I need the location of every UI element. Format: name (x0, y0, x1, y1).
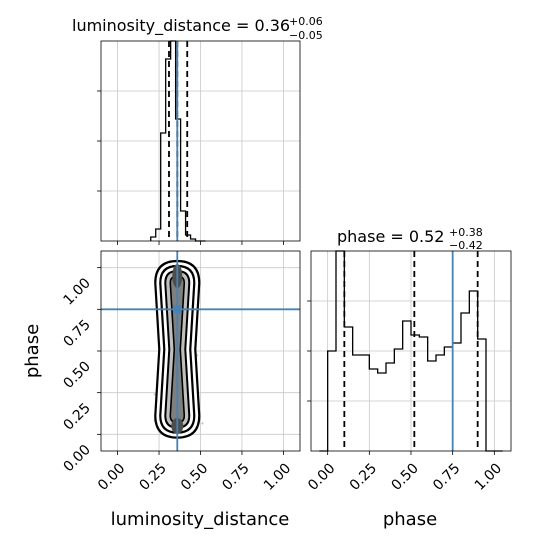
x-tick-label: 0.00 (305, 461, 338, 494)
x-tick-label: 0.25 (137, 461, 170, 494)
phase-title-plus: +0.38 (449, 226, 483, 239)
scatter-point (201, 422, 204, 425)
luminosity-distance-title-minus: −0.05 (289, 29, 323, 42)
joint-density-panel (97, 250, 301, 455)
x-tick-labels-phase: 0.00 0.25 0.50 0.75 1.00 (305, 461, 505, 494)
x-tick-label: 0.25 (347, 461, 380, 494)
x-tick-labels-luminosity-distance: 0.00 0.25 0.50 0.75 1.00 (95, 461, 294, 494)
y-tick-label: 0.50 (60, 359, 93, 392)
x-tick-label: 0.75 (430, 461, 463, 494)
histogram-step (319, 250, 503, 452)
luminosity-distance-title: luminosity_distance = 0.36 (72, 16, 290, 36)
phase-title: phase = 0.52 (337, 227, 444, 246)
y-tick-label: 0.75 (60, 317, 93, 350)
x-tick-label: 0.75 (219, 461, 252, 494)
y-tick-label: 0.00 (60, 442, 93, 475)
y-tick-label: 1.00 (60, 275, 93, 308)
histogram-step (150, 40, 206, 242)
x-axis-label-luminosity-distance: luminosity_distance (111, 509, 290, 530)
x-tick-label: 1.00 (472, 461, 505, 494)
y-tick-label: 0.25 (60, 400, 93, 433)
x-tick-label: 1.00 (261, 461, 294, 494)
luminosity-distance-title-plus: +0.06 (289, 15, 323, 28)
x-tick-label: 0.50 (388, 461, 421, 494)
luminosity-distance-histogram-panel: luminosity_distance = 0.36 +0.06 −0.05 (72, 15, 323, 245)
x-tick-label: 0.50 (178, 461, 211, 494)
y-tick-labels-phase: 0.00 0.25 0.50 0.75 1.00 (60, 275, 93, 475)
x-tick-label: 0.00 (95, 461, 128, 494)
x-axis-label-phase: phase (383, 509, 437, 530)
y-axis-label-phase: phase (22, 324, 43, 378)
phase-histogram-panel: phase = 0.52 +0.38 −0.42 (307, 226, 512, 455)
truth-marker (173, 305, 182, 314)
phase-title-minus: −0.42 (449, 239, 483, 252)
